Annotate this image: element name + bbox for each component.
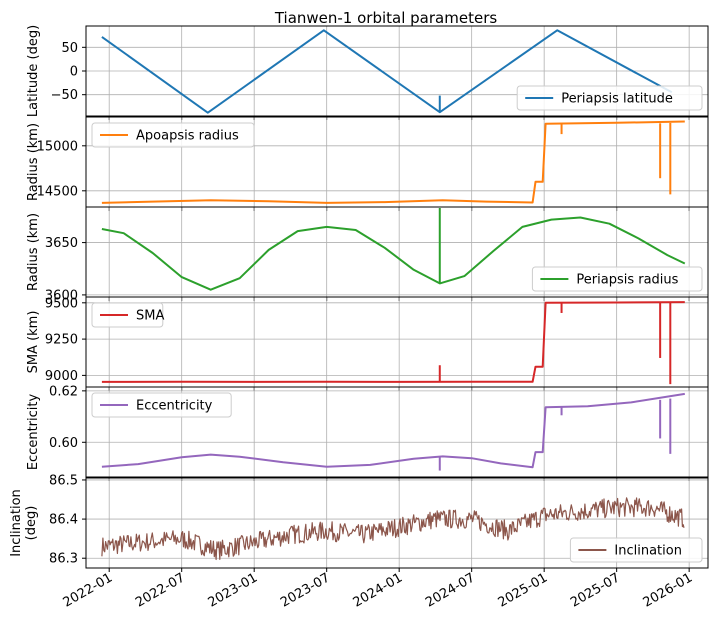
y-tick-label: 9000 bbox=[45, 369, 78, 384]
y-axis-label: Radius (km) bbox=[26, 213, 41, 291]
x-tick-label: 2025-07 bbox=[568, 570, 623, 610]
legend-label: Periapsis latitude bbox=[561, 92, 673, 107]
y-tick-label: 0.60 bbox=[49, 436, 78, 451]
axes-frame bbox=[85, 477, 709, 569]
y-tick-label: 50 bbox=[61, 41, 78, 56]
x-tick-label: 2022-07 bbox=[133, 570, 188, 610]
series-line-apoapsis-radius bbox=[101, 120, 685, 204]
y-axis-label: SMA (km) bbox=[26, 311, 41, 374]
x-tick-label: 2026-01 bbox=[641, 570, 696, 610]
y-tick-label: 86.4 bbox=[49, 513, 78, 528]
panel-1: 50 0 −50 Latitude (deg) Periapsis latitude bbox=[26, 25, 709, 120]
legend: Periapsis latitude bbox=[516, 85, 703, 111]
series-line-periapsis-latitude bbox=[101, 29, 673, 114]
y-tick-label: 15000 bbox=[37, 139, 78, 154]
legend-label: SMA bbox=[136, 309, 164, 324]
legend-label: Inclination bbox=[614, 544, 682, 559]
y-axis-label: Eccentricity bbox=[26, 394, 41, 471]
legend: Eccentricity bbox=[91, 392, 232, 418]
legend-box bbox=[531, 266, 703, 292]
x-tick-label: 2024-01 bbox=[351, 570, 406, 610]
legend-label: Apoapsis radius bbox=[136, 129, 239, 144]
series-line-periapsis-radius bbox=[101, 216, 686, 291]
y-axis-label: Latitude (deg) bbox=[26, 25, 41, 117]
y-tick-label: 86.3 bbox=[49, 552, 78, 567]
legend-box bbox=[91, 122, 255, 148]
legend-box bbox=[569, 537, 703, 563]
y-tick-label: 0.62 bbox=[49, 384, 78, 399]
y-tick-label: 0 bbox=[70, 65, 78, 80]
panel-5: 0.62 0.60 Eccentricity Eccentricity bbox=[26, 384, 709, 481]
chart-title: Tianwen-1 orbital parameters bbox=[274, 9, 498, 27]
y-tick-label: 9250 bbox=[45, 333, 78, 348]
series-line-sma bbox=[101, 301, 685, 383]
x-tick-label: 2023-07 bbox=[278, 570, 333, 610]
y-axis-label: Radius (km) bbox=[26, 123, 41, 201]
series-line-inclination bbox=[101, 497, 685, 561]
y-tick-label: 14500 bbox=[37, 184, 78, 199]
legend: Inclination bbox=[569, 537, 703, 563]
legend-label: Eccentricity bbox=[136, 399, 213, 414]
x-tick-label: 2023-01 bbox=[206, 570, 261, 610]
y-axis-label: Inclination bbox=[9, 489, 24, 557]
x-tick-label: 2022-01 bbox=[61, 570, 116, 610]
y-tick-label: −50 bbox=[51, 88, 78, 103]
panel-4: 9500 9250 9000 SMA (km) SMA bbox=[26, 296, 709, 391]
legend: SMA bbox=[91, 302, 164, 328]
axes-frame bbox=[85, 386, 709, 478]
y-tick-label: 9500 bbox=[45, 296, 78, 311]
panel-3: 3650 3600 Radius (km) Periapsis radius bbox=[26, 206, 709, 303]
legend-box bbox=[91, 392, 232, 418]
y-tick-label: 3650 bbox=[45, 236, 78, 251]
x-tick-label: 2025-01 bbox=[496, 570, 551, 610]
legend-box bbox=[516, 85, 703, 111]
legend: Periapsis radius bbox=[531, 266, 703, 292]
axes-frame bbox=[85, 296, 709, 388]
series-line-eccentricity bbox=[101, 392, 685, 469]
y-tick-label: 3600 bbox=[45, 288, 78, 303]
legend: Apoapsis radius bbox=[91, 122, 255, 148]
y-axis-label: (deg) bbox=[24, 506, 39, 541]
y-tick-label: 86.5 bbox=[49, 473, 78, 488]
x-tick-label: 2024-07 bbox=[423, 570, 478, 610]
legend-label: Periapsis radius bbox=[576, 273, 678, 288]
